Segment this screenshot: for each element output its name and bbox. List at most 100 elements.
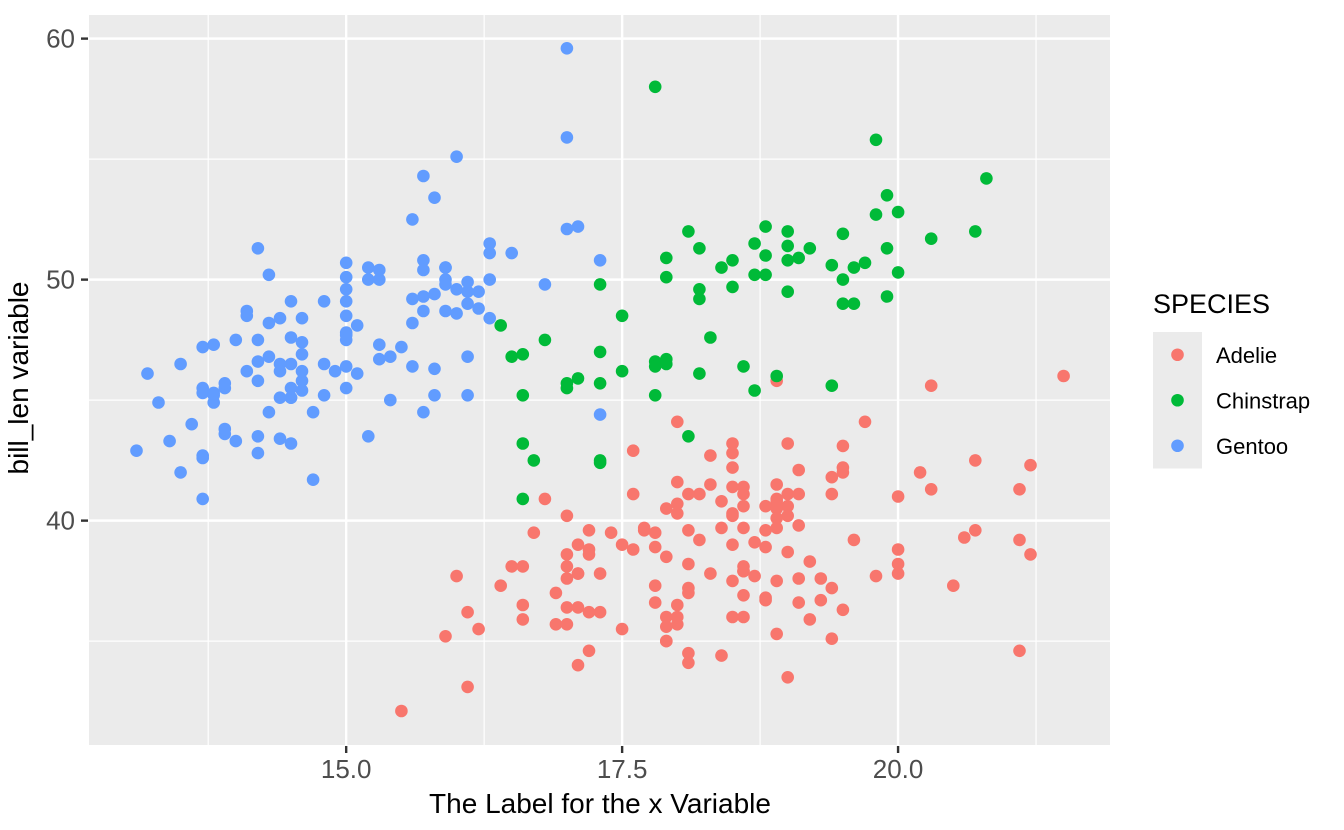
data-point-gentoo (273, 311, 287, 325)
data-point-chinstrap (560, 377, 574, 390)
data-point-chinstrap (682, 430, 695, 443)
data-point-gentoo (284, 437, 298, 450)
data-point-gentoo (406, 316, 419, 330)
data-point-adelie (792, 487, 805, 501)
data-point-gentoo (262, 268, 276, 282)
data-point-adelie (704, 478, 717, 491)
data-point-chinstrap (527, 454, 541, 467)
data-point-gentoo (461, 275, 474, 289)
data-point-chinstrap (737, 360, 750, 373)
major-gridlines (89, 15, 1110, 745)
data-point-adelie (836, 439, 850, 453)
data-point-adelie (560, 572, 574, 585)
data-point-chinstrap (648, 360, 662, 373)
data-point-gentoo (339, 270, 353, 284)
data-point-gentoo (240, 309, 254, 323)
data-point-gentoo (130, 444, 143, 458)
data-point-chinstrap (660, 270, 673, 284)
data-point-adelie (1057, 369, 1070, 383)
data-point-gentoo (339, 295, 353, 308)
data-point-chinstrap (748, 237, 761, 250)
data-point-adelie (924, 483, 938, 496)
data-point-adelie (682, 557, 695, 571)
data-point-adelie (593, 567, 607, 580)
data-point-adelie (704, 449, 717, 462)
data-point-adelie (571, 658, 585, 672)
data-point-adelie (604, 526, 618, 539)
data-point-gentoo (251, 333, 265, 347)
data-point-gentoo (207, 396, 220, 409)
data-point-gentoo (317, 295, 331, 308)
data-point-adelie (781, 499, 794, 513)
data-point-gentoo (417, 169, 430, 183)
data-point-gentoo (439, 304, 452, 318)
data-point-adelie (660, 550, 673, 564)
data-point-gentoo (262, 405, 276, 419)
data-point-gentoo (350, 367, 364, 380)
data-point-chinstrap (748, 384, 761, 397)
data-point-adelie (814, 593, 828, 607)
data-point-chinstrap (825, 258, 839, 272)
data-point-chinstrap (516, 389, 530, 402)
data-point-gentoo (207, 338, 220, 352)
data-point-gentoo (174, 357, 187, 371)
data-point-gentoo (339, 333, 353, 347)
data-point-adelie (637, 521, 651, 535)
data-point-adelie (759, 524, 772, 537)
data-point-gentoo (439, 278, 452, 291)
data-point-gentoo (141, 367, 154, 380)
data-point-adelie (560, 601, 574, 614)
data-point-adelie (615, 622, 629, 636)
minor-gridlines (89, 15, 1110, 745)
data-point-adelie (759, 540, 772, 554)
data-point-adelie (450, 569, 463, 583)
data-point-adelie (494, 579, 508, 592)
data-point-chinstrap (538, 333, 552, 347)
data-point-adelie (825, 487, 839, 501)
data-point-gentoo (328, 364, 342, 378)
data-point-adelie (538, 492, 552, 506)
data-point-gentoo (229, 333, 243, 347)
data-point-gentoo (350, 319, 364, 332)
data-point-adelie (913, 466, 927, 479)
data-point-adelie (891, 567, 905, 580)
data-point-chinstrap (869, 208, 883, 221)
axis-tick-labels: 15.0 17.5 20.0 40 50 60 (46, 24, 923, 784)
data-point-gentoo (152, 396, 165, 409)
data-point-chinstrap (836, 297, 850, 311)
data-point-gentoo (284, 295, 298, 308)
data-point-adelie (660, 620, 673, 633)
data-point-gentoo (251, 446, 265, 460)
data-point-adelie (461, 605, 474, 619)
data-point-adelie (792, 519, 805, 532)
data-point-chinstrap (516, 492, 530, 506)
legend: SPECIES Adelie Chinstrap Gentoo (1153, 289, 1310, 469)
data-point-gentoo (284, 391, 298, 405)
data-point-gentoo (251, 242, 265, 255)
data-point-gentoo (373, 263, 386, 277)
data-point-gentoo (284, 381, 298, 395)
legend-swatch-gentoo (1171, 439, 1184, 453)
data-point-chinstrap (847, 261, 861, 274)
data-point-chinstrap (593, 454, 607, 467)
data-point-adelie (472, 622, 485, 636)
data-point-gentoo (240, 364, 254, 378)
data-point-gentoo (218, 422, 232, 436)
data-point-gentoo (428, 389, 441, 402)
data-point-adelie (395, 704, 408, 718)
data-point-gentoo (461, 350, 474, 364)
data-point-adelie (439, 630, 452, 643)
data-point-gentoo (339, 309, 353, 323)
data-point-gentoo (417, 304, 430, 318)
data-point-chinstrap (748, 268, 761, 282)
data-point-adelie (560, 618, 574, 631)
data-point-adelie (726, 480, 739, 494)
data-point-chinstrap (615, 309, 629, 323)
data-point-adelie (626, 444, 640, 458)
data-point-chinstrap (648, 80, 662, 94)
data-point-adelie (726, 574, 739, 588)
data-point-adelie (770, 521, 783, 535)
data-point-gentoo (439, 261, 452, 274)
data-point-chinstrap (693, 242, 706, 255)
data-point-gentoo (262, 350, 276, 364)
